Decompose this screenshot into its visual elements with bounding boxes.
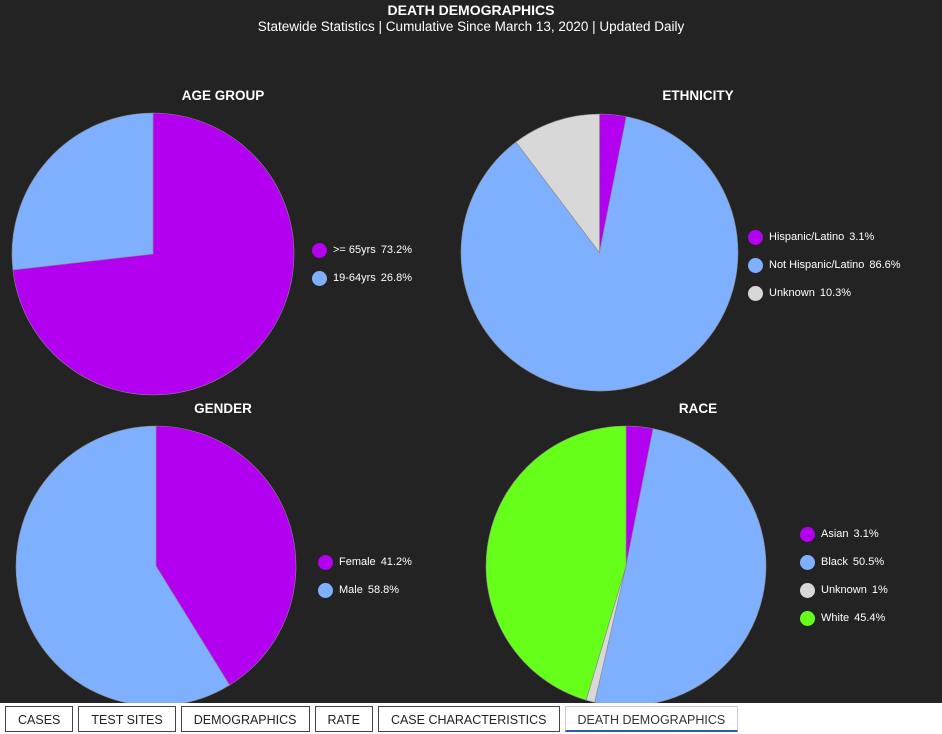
race-chart-title: RACE — [678, 401, 718, 416]
pie-slice-65yrs — [12, 112, 295, 396]
legend-value: 73.2% — [380, 244, 413, 256]
legend-swatch — [318, 554, 333, 570]
legend-label: >= 65yrs — [333, 244, 376, 256]
legend-swatch — [312, 242, 327, 258]
legend-item-not-hispanic-latino: Not Hispanic/Latino 86.6% — [748, 251, 901, 279]
pie-slice-19-64yrs — [11, 112, 154, 271]
legend-swatch — [800, 610, 815, 626]
legend-label: Not Hispanic/Latino — [769, 259, 865, 271]
legend-label: Black — [821, 556, 848, 568]
gender-chart-title: GENDER — [194, 401, 252, 416]
tab-rate[interactable]: RATE — [314, 705, 373, 732]
legend-item-black: Black 50.5% — [800, 548, 888, 576]
legend-label: 19-64yrs — [333, 272, 376, 284]
race-legend: Asian 3.1% Black 50.5% Unknown 1% White 45.4% — [800, 520, 888, 632]
legend-value: 58.8% — [367, 584, 400, 596]
tab-test-sites[interactable]: TEST SITES — [78, 705, 176, 732]
legend-item-female: Female 41.2% — [318, 548, 412, 576]
legend-swatch — [748, 285, 763, 301]
page-subtitle: Statewide Statistics | Cumulative Since … — [257, 19, 685, 34]
legend-swatch — [800, 526, 815, 542]
legend-item-unknown: Unknown 10.3% — [748, 279, 901, 307]
tab-cases[interactable]: CASES — [5, 705, 74, 732]
legend-item-asian: Asian 3.1% — [800, 520, 888, 548]
race-pie-chart — [485, 425, 767, 707]
legend-label: Hispanic/Latino — [769, 231, 845, 243]
legend-label: White — [821, 612, 850, 624]
legend-swatch — [800, 554, 815, 570]
legend-label: Male — [339, 584, 363, 596]
legend-item-19-64yrs: 19-64yrs 26.8% — [312, 264, 412, 292]
legend-value: 3.1% — [849, 231, 875, 243]
legend-value: 1% — [871, 584, 888, 596]
ethnicity-chart-title: ETHNICITY — [662, 88, 734, 103]
legend-swatch — [748, 229, 763, 245]
legend-label: Asian — [821, 528, 849, 540]
legend-item-male: Male 58.8% — [318, 576, 412, 604]
legend-value: 26.8% — [380, 272, 412, 284]
tab-case-characteristics[interactable]: CASE CHARACTERISTICS — [377, 705, 560, 732]
tab-death-demographics[interactable]: DEATH DEMOGRAPHICS — [564, 705, 739, 732]
legend-label: Female — [339, 556, 376, 568]
legend-swatch — [318, 582, 333, 598]
legend-item-unknown: Unknown 1% — [800, 576, 888, 604]
age-group-pie-chart — [11, 112, 295, 396]
gender-legend: Female 41.2% Male 58.8% — [318, 548, 412, 604]
ethnicity-pie-chart — [460, 113, 739, 392]
pie-slice-not-hispanic-latino — [460, 116, 739, 392]
legend-swatch — [800, 582, 815, 598]
legend-swatch — [748, 257, 763, 273]
age-group-chart-title: AGE GROUP — [181, 88, 265, 103]
page-header: DEATH DEMOGRAPHICS Statewide Statistics … — [0, 2, 942, 36]
pie-slice-black — [594, 428, 767, 707]
age-group-legend: >= 65yrs 73.2% 19-64yrs 26.8% — [312, 236, 412, 292]
ethnicity-legend: Hispanic/Latino 3.1% Not Hispanic/Latino 86… — [748, 223, 901, 307]
legend-label: Unknown — [769, 287, 815, 299]
legend-item-65yrs: >= 65yrs 73.2% — [312, 236, 412, 264]
pie-slice-white — [485, 425, 627, 701]
legend-value: 41.2% — [380, 556, 412, 568]
pie-slice-unknown — [515, 113, 600, 254]
legend-value: 3.1% — [853, 528, 879, 540]
legend-item-white: White 45.4% — [800, 604, 888, 632]
legend-value: 86.6% — [869, 259, 901, 271]
legend-value: 50.5% — [852, 556, 885, 568]
page-title: DEATH DEMOGRAPHICS — [387, 2, 555, 18]
gender-pie-chart — [15, 425, 297, 707]
legend-label: Unknown — [821, 584, 867, 596]
tab-demographics[interactable]: DEMOGRAPHICS — [180, 705, 310, 732]
pie-slice-female — [155, 425, 297, 686]
legend-item-hispanic-latino: Hispanic/Latino 3.1% — [748, 223, 901, 251]
legend-value: 45.4% — [854, 612, 886, 624]
legend-swatch — [312, 270, 327, 286]
tab-bar: CASES TEST SITES DEMOGRAPHICS RATE CASE … — [0, 703, 942, 734]
legend-value: 10.3% — [819, 287, 852, 299]
